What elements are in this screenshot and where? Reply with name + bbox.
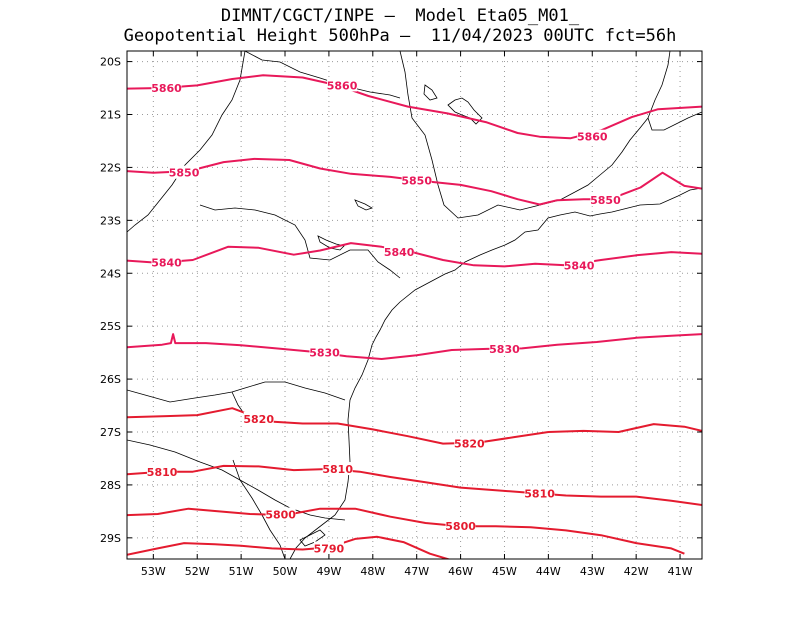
title-line-1: DIMNT/CGCT/INPE – Model Eta05_M01_: [220, 6, 580, 26]
lon-tick-label: 49W: [316, 565, 341, 578]
lagoon: [299, 529, 326, 547]
contour-label-5790: 5790: [314, 542, 345, 555]
contour-label-5820: 5820: [243, 413, 274, 426]
lat-tick-label: 24S: [100, 267, 121, 280]
contour-label-5850: 5850: [169, 167, 200, 180]
contour-label-5810: 5810: [322, 463, 353, 476]
plot-frame: [126, 50, 703, 560]
contour-label-bg: [445, 519, 476, 533]
lon-tick-label: 47W: [404, 565, 429, 578]
reservoir: [354, 199, 373, 211]
contour-5810: [127, 464, 702, 506]
contour-label-bg: [577, 129, 608, 143]
lon-tick-label: 51W: [229, 565, 254, 578]
contour-label-bg: [327, 78, 358, 92]
contour-label-bg: [243, 411, 274, 425]
reservoir: [423, 84, 438, 101]
contour-label-5820: 5820: [454, 438, 485, 451]
contour-label-5840: 5840: [384, 246, 415, 259]
coastline-and-borders: [127, 51, 740, 559]
contour-label-bg: [151, 255, 182, 269]
contour-label-5830: 5830: [309, 347, 340, 360]
contour-labels: 5860 5860 5860 5850 5850 5850 5840 5840 5840 5830…: [147, 78, 621, 555]
contour-label-5860: 5860: [151, 82, 182, 95]
axis-ticks: 53W 52W 51W 50W 49W 48W 47W 46W 45W 44W 43W 42W 41W 2…: [100, 51, 702, 578]
lat-tick-label: 27S: [100, 426, 121, 439]
lat-tick-label: 23S: [100, 214, 121, 227]
contour-label-bg: [401, 173, 432, 187]
lon-tick-label: 42W: [624, 565, 649, 578]
contour-5840: [127, 242, 702, 268]
state-border-mg-sp: [399, 51, 576, 219]
contour-label-5840: 5840: [151, 257, 182, 270]
contour-label-5800: 5800: [445, 520, 476, 533]
lat-tick-label: 26S: [100, 373, 121, 386]
contour-label-5810: 5810: [147, 466, 178, 479]
contour-label-5850: 5850: [590, 194, 621, 207]
state-border-pr-sc: [127, 381, 346, 403]
lat-tick-label: 28S: [100, 479, 121, 492]
contour-label-5800: 5800: [265, 509, 296, 522]
lon-tick-label: 52W: [185, 565, 210, 578]
contour-label-5840: 5840: [564, 259, 595, 272]
contour-label-bg: [322, 462, 353, 476]
contour-label-bg: [524, 486, 555, 500]
lon-tick-label: 44W: [536, 565, 561, 578]
contour-label-5810: 5810: [524, 487, 555, 500]
grid-lines: [127, 51, 702, 559]
contour-lines: [127, 74, 702, 559]
contour-label-bg: [564, 258, 595, 272]
contour-label-bg: [147, 465, 178, 479]
contour-5860: [127, 74, 702, 140]
contour-label-5850: 5850: [401, 175, 432, 188]
island: [730, 130, 740, 140]
contour-label-bg: [384, 245, 415, 259]
coastline-north: [647, 51, 702, 131]
state-border-east: [574, 117, 649, 193]
state-border-pr: [199, 204, 401, 279]
lon-tick-label: 48W: [360, 565, 385, 578]
contour-label-bg: [489, 341, 520, 355]
lat-tick-label: 20S: [100, 56, 121, 69]
contour-label-bg: [590, 193, 621, 207]
reservoir: [447, 97, 483, 125]
lat-tick-label: 25S: [100, 320, 121, 333]
lon-tick-label: 43W: [580, 565, 605, 578]
contour-5790: [127, 535, 452, 559]
reservoir: [317, 235, 345, 251]
lat-tick-label: 21S: [100, 109, 121, 122]
contour-label-5860: 5860: [577, 131, 608, 144]
lon-tick-label: 45W: [492, 565, 517, 578]
lat-tick-label: 22S: [100, 161, 121, 174]
contour-label-bg: [313, 541, 344, 555]
state-border-sp-pr: [244, 51, 401, 99]
contour-label-bg: [454, 436, 485, 450]
contour-label-5830: 5830: [489, 343, 520, 356]
contour-5850: [127, 157, 702, 206]
lon-tick-label: 50W: [273, 565, 298, 578]
lon-tick-label: 46W: [448, 565, 473, 578]
lon-tick-label: 41W: [668, 565, 693, 578]
lon-tick-label: 53W: [141, 565, 166, 578]
coastline: [289, 187, 702, 559]
title-line-2: Geopotential Height 500hPa – 11/04/2023 …: [123, 26, 677, 46]
contour-label-5860: 5860: [327, 79, 358, 92]
contour-5830: [127, 333, 702, 360]
lat-tick-label: 29S: [100, 532, 121, 545]
contour-label-bg: [151, 81, 182, 95]
contour-5820: [127, 407, 702, 445]
state-border-west: [127, 51, 246, 233]
contour-label-bg: [309, 345, 340, 359]
contour-5800: [127, 507, 685, 555]
contour-label-bg: [265, 507, 296, 521]
state-border-sc-rs: [127, 439, 346, 521]
contour-label-bg: [169, 165, 200, 179]
